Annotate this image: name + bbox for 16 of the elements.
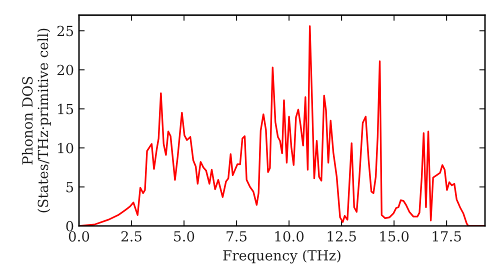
y-tick-label: 0 xyxy=(66,220,74,232)
x-tick-label: 15.0 xyxy=(380,231,409,242)
x-tick-label: 5.0 xyxy=(174,231,194,242)
y-tick-label: 5 xyxy=(66,182,74,192)
x-tick-label: 0.0 xyxy=(68,231,90,242)
y-tick-label: 20 xyxy=(57,64,74,76)
x-axis-title: Frequency (THz) xyxy=(223,250,340,264)
y-tick-label: 25 xyxy=(57,26,74,36)
y-tick-label: 15 xyxy=(58,104,74,114)
y-axis-title: Phonon DOS (States/THz·primitive cell) xyxy=(22,28,51,212)
x-tick-label: 2.5 xyxy=(121,231,142,242)
x-tick-label: 12.5 xyxy=(328,231,356,242)
y-tick-label: 10 xyxy=(58,142,74,154)
x-tick-label: 17.5 xyxy=(432,231,461,242)
x-tick-label: 10.0 xyxy=(275,231,304,242)
x-tick-label: 7.5 xyxy=(226,231,246,242)
